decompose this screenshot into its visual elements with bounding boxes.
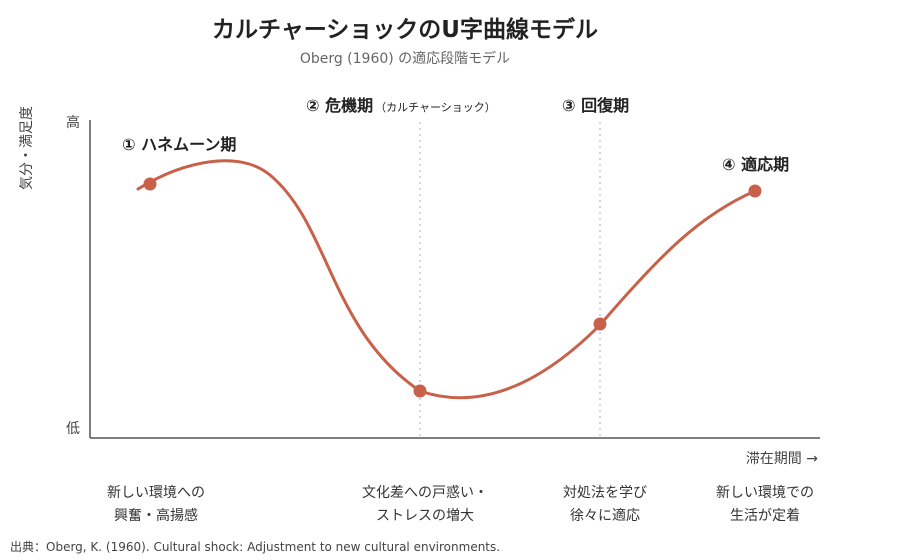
- stage-desc-honeymoon-line1: 新しい環境への: [107, 485, 205, 501]
- stage-label-adjustment-text: ④ 適応期: [722, 155, 790, 174]
- stage-label-crisis: ② 危機期 （カルチャーショック）: [306, 92, 496, 116]
- stage-label-honeymoon: ① ハネムーン期: [122, 131, 236, 155]
- stage-point-honeymoon: [143, 177, 157, 191]
- stage-desc-crisis: 文化差への戸惑い・ ストレスの増大: [345, 482, 505, 528]
- diagram-subtitle: Oberg (1960) の適応段階モデル: [299, 51, 511, 67]
- stage-label-adjustment: ④ 適応期: [722, 151, 789, 175]
- y-axis-high-label: 高: [66, 115, 80, 131]
- stage-desc-honeymoon: 新しい環境への 興奮・高揚感: [76, 482, 236, 528]
- diagram-title: カルチャーショックのU字曲線モデル: [212, 17, 598, 43]
- stage-point-crisis: [413, 384, 427, 398]
- stage-point-recovery: [593, 317, 607, 331]
- stage-desc-crisis-line2: ストレスの増大: [376, 508, 474, 524]
- stage-desc-recovery: 対処法を学び 徐々に適応: [525, 482, 685, 528]
- stage-desc-recovery-line2: 徐々に適応: [570, 508, 640, 524]
- source-citation: 出典：Oberg, K. (1960). Cultural shock: Adj…: [10, 540, 501, 554]
- stage-label-crisis-text: ② 危機期: [306, 96, 374, 115]
- stage-label-crisis-note: （カルチャーショック）: [375, 101, 496, 114]
- stage-desc-recovery-line1: 対処法を学び: [563, 485, 647, 501]
- y-axis-label: 気分・満足度: [19, 106, 35, 190]
- y-axis-low-label: 低: [66, 421, 80, 437]
- x-axis-label: 滞在期間 →: [745, 451, 818, 467]
- stage-label-recovery: ③ 回復期: [562, 92, 629, 116]
- stage-desc-crisis-line1: 文化差への戸惑い・: [362, 485, 488, 501]
- stage-label-honeymoon-text: ① ハネムーン期: [122, 135, 237, 154]
- adjustment-curve: [136, 159, 757, 400]
- stage-desc-adjustment-line2: 生活が定着: [730, 508, 800, 524]
- stage-desc-adjustment-line1: 新しい環境での: [716, 485, 814, 501]
- stage-desc-adjustment: 新しい環境での 生活が定着: [685, 482, 845, 528]
- stage-desc-honeymoon-line2: 興奮・高揚感: [114, 508, 198, 524]
- stage-label-recovery-text: ③ 回復期: [562, 96, 630, 115]
- stage-point-adjustment: [748, 184, 762, 198]
